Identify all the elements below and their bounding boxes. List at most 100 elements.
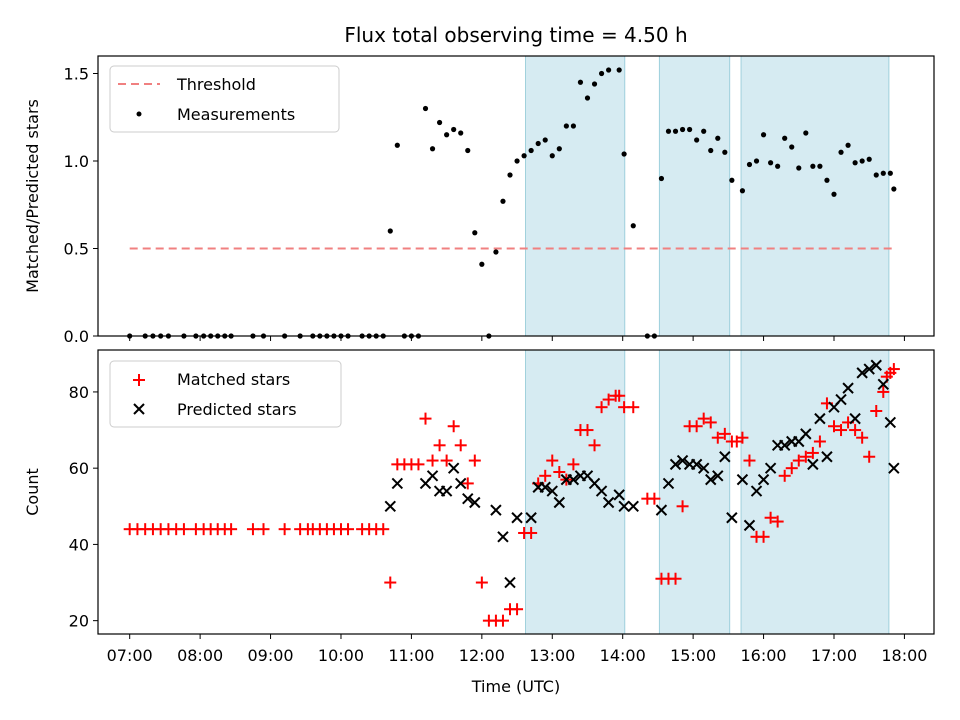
legend-threshold-label: Threshold (176, 75, 256, 94)
predicted-star-stroke-b (835, 393, 847, 406)
observing-interval-0 (525, 55, 626, 337)
predicted-star-stroke-b (778, 439, 791, 452)
predicted-star-stroke-b (842, 382, 854, 394)
x-tick-label: 15:00 (670, 646, 716, 665)
matched-star-point (778, 469, 791, 482)
observing-interval-2 (740, 55, 890, 337)
matched-star-point (419, 412, 432, 425)
predicted-star-point (764, 462, 777, 474)
predicted-star-point (690, 458, 703, 471)
matched-star-point (433, 439, 446, 452)
measurement-point (630, 223, 636, 229)
observing-intervals-top (525, 55, 890, 337)
predicted-star-point (778, 439, 791, 452)
matched-star-point (595, 401, 608, 414)
predicted-star-point (497, 531, 509, 543)
predicted-star-stroke-b (705, 473, 717, 486)
ratio-legend: Threshold Measurements (109, 65, 340, 133)
measurement-point (859, 158, 865, 164)
predicted-star-stroke-b (697, 462, 710, 474)
measurement-point (465, 147, 471, 154)
matched-star-point (440, 454, 453, 467)
measurement-points (127, 67, 897, 339)
predicted-star-point (800, 428, 812, 440)
measurement-point (760, 132, 767, 138)
measurement-point (665, 128, 672, 134)
predicted-star-point (849, 412, 861, 425)
y-tick-label: 40 (69, 535, 89, 554)
matched-star-point (771, 515, 784, 528)
predicted-star-stroke-b (511, 512, 523, 524)
measurement-point (472, 230, 478, 236)
x-tick-label: 08:00 (177, 646, 223, 665)
matched-star-point (384, 576, 397, 589)
observing-intervals-bottom (525, 349, 890, 635)
x-tick-label: 11:00 (388, 646, 434, 665)
predicted-star-point (697, 462, 710, 474)
measurement-point (528, 147, 534, 154)
x-tick-label: 13:00 (529, 646, 575, 665)
measurement-point (570, 123, 577, 129)
measurement-point (729, 177, 735, 183)
measurement-point (577, 79, 584, 85)
measurement-point (563, 123, 569, 129)
predicted-star-stroke-b (469, 496, 481, 509)
matched-star-point (792, 454, 805, 467)
measurement-point (521, 153, 527, 159)
predicted-star-point (602, 496, 615, 509)
predicted-star-point (669, 458, 682, 471)
predicted-star-stroke-b (690, 458, 703, 471)
predicted-star-stroke-b (877, 378, 889, 391)
count-x-ticks: 07:00 08:00 09:00 10:00 11:00 12:00 13:00 14:00… (107, 634, 927, 665)
predicted-star-point (870, 359, 882, 371)
matched-star-point (539, 469, 552, 482)
legend-matched-swatch (133, 374, 145, 386)
matched-star-point (461, 477, 474, 490)
ratio-plot-frame (97, 55, 935, 337)
matched-star-point (602, 393, 615, 406)
matched-star-point (426, 454, 439, 467)
matched-star-point (697, 412, 710, 425)
matched-star-point (546, 454, 559, 467)
predicted-star-point (391, 477, 404, 490)
y-tick-label: 0.0 (64, 327, 89, 346)
matched-star-point (447, 420, 460, 433)
measurement-point (493, 249, 499, 255)
predicted-star-stroke-b (821, 451, 833, 463)
matched-star-point (799, 450, 812, 463)
predicted-star-point (736, 473, 749, 486)
measurement-point (556, 146, 562, 152)
predicted-star-point (504, 576, 516, 589)
measurement-point (687, 126, 693, 133)
predicted-star-point (863, 363, 875, 375)
predicted-star-stroke-b (595, 485, 608, 497)
measurement-point (591, 81, 598, 87)
x-tick-label: 18:00 (881, 646, 927, 665)
measurement-point (598, 70, 605, 77)
predicted-star-stroke-b (736, 473, 749, 486)
predicted-star-point (447, 462, 460, 474)
predicted-star-stroke-b (447, 462, 460, 474)
count-legend-box (109, 360, 342, 428)
measurement-point (621, 151, 627, 157)
predicted-star-stroke-b (462, 492, 474, 505)
matched-star-point (704, 416, 717, 429)
predicted-star-stroke-b (807, 458, 819, 471)
predicted-star-stroke-b (426, 470, 439, 482)
count-y-ticks: 20 40 60 80 (69, 383, 98, 631)
matched-star-point (757, 530, 770, 543)
predicted-star-stroke-b (567, 473, 580, 486)
measurement-point (708, 147, 714, 154)
y-tick-label: 20 (69, 612, 89, 631)
x-tick-label: 07:00 (107, 646, 153, 665)
predicted-star-stroke-b (490, 504, 502, 516)
measurement-point (782, 135, 788, 141)
observing-interval-2 (740, 349, 890, 635)
measurement-point (479, 261, 485, 267)
predicted-star-point (525, 512, 537, 524)
measurement-point (500, 198, 506, 204)
measurement-point (838, 149, 844, 155)
predicted-star-stroke-b (618, 500, 630, 513)
predicted-star-point (440, 485, 453, 497)
predicted-star-stroke-b (764, 462, 777, 474)
